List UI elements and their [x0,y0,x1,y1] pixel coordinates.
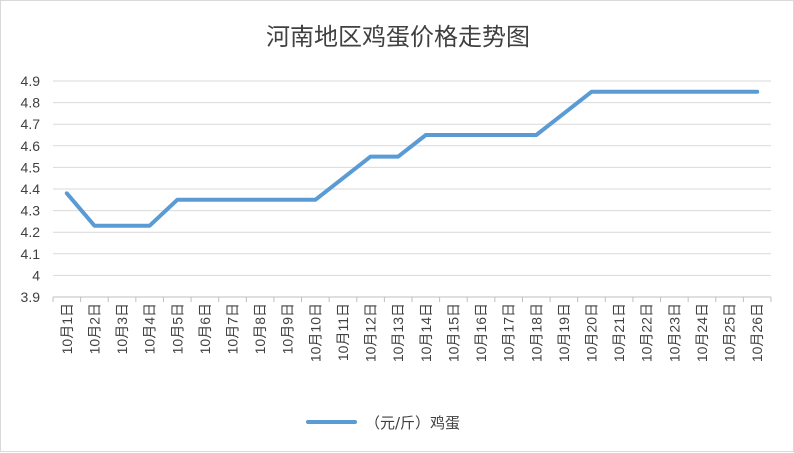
x-tick-label: 10月7日 [225,303,241,354]
x-tick-label: 10月3日 [114,303,130,354]
data-point [203,198,207,202]
data-point [92,224,96,228]
y-tick-label: 4.2 [21,224,41,240]
gridlines [53,80,771,276]
y-tick-label: 3.9 [21,289,41,305]
x-tick-label: 10月4日 [142,303,158,354]
x-axis-tick-labels: 10月1日 10月2日 10月3日 10月4日 10月5日 10月6日 10月7日 10月8日… [59,303,765,362]
data-point [755,90,759,94]
y-tick-label: 4.4 [21,181,41,197]
y-tick-label: 4.6 [21,138,41,154]
x-tick-label: 10月8日 [252,303,268,354]
y-tick-label: 4.3 [21,203,41,219]
x-tick-label: 10月12日 [363,303,379,362]
x-tick-label: 10月13日 [390,303,406,362]
x-tick-label: 10月20日 [584,303,600,362]
data-point [700,90,704,94]
data-point [175,198,179,202]
data-point [728,90,732,94]
series-layer [64,89,760,228]
data-point [231,198,235,202]
data-point [65,191,69,195]
data-point [507,133,511,137]
x-tick-label: 10月21日 [611,303,627,362]
x-tick-label: 10月26日 [749,303,765,362]
x-tick-label: 10月18日 [528,303,544,362]
x-tick-label: 10月14日 [418,303,434,362]
y-tick-label: 4 [32,267,40,283]
data-point [479,133,483,137]
data-point [313,198,317,202]
x-tick-label: 10月6日 [197,303,213,354]
legend: （元/斤）鸡蛋 [306,414,460,432]
x-tick-label: 10月2日 [86,303,102,354]
y-axis-tick-labels: 3.9 4 4.1 4.2 4.3 4.4 4.5 4.6 4.7 4.8 4.9 [21,73,41,305]
chart-title: 河南地区鸡蛋价格走势图 [266,23,530,51]
data-point [451,133,455,137]
x-tick-label: 10月22日 [639,303,655,362]
x-tick-label: 10月25日 [722,303,738,362]
x-tick-label: 10月9日 [280,303,296,354]
x-tick-label: 10月11日 [335,303,351,361]
data-point [341,176,345,180]
x-tick-label: 10月16日 [473,303,489,362]
x-tick-label: 10月5日 [169,303,185,354]
series-line [64,89,760,228]
x-tick-label: 10月10日 [307,303,323,362]
data-point [590,90,594,94]
data-point [562,111,566,115]
x-axis [52,296,772,302]
data-point [534,133,538,137]
y-tick-label: 4.7 [21,116,41,132]
x-tick-label: 10月19日 [556,303,572,362]
data-point [369,155,373,159]
y-tick-label: 4.8 [21,95,41,111]
data-point [645,90,649,94]
y-tick-label: 4.9 [21,73,41,89]
y-tick-label: 4.1 [21,246,41,262]
x-tick-label: 10月17日 [501,303,517,362]
data-point [258,198,262,202]
x-tick-label: 10月15日 [445,303,461,362]
x-tick-label: 10月1日 [59,303,75,354]
x-tick-label: 10月23日 [666,303,682,362]
data-point [286,198,290,202]
data-point [672,90,676,94]
x-tick-label: 10月24日 [694,303,710,362]
y-tick-label: 4.5 [21,159,41,175]
data-point [120,224,124,228]
data-point [148,224,152,228]
legend-label: （元/斤）鸡蛋 [365,414,460,432]
data-point [424,133,428,137]
data-point [396,155,400,159]
data-point [617,90,621,94]
